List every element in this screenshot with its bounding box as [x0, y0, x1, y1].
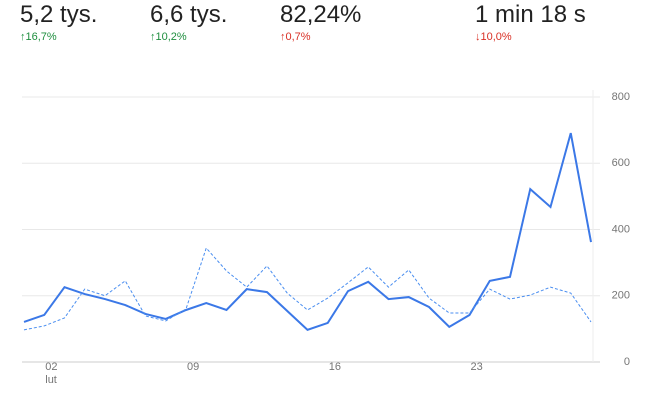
metric[interactable]: 6,6 tys. ↑10,2%: [150, 0, 227, 44]
series-line: [23, 247, 592, 331]
trend-arrow: ↑: [150, 31, 156, 43]
metric-change: ↑16,7%: [20, 30, 97, 44]
y-tick-label: 800: [612, 91, 630, 103]
y-tick-label: 400: [612, 223, 630, 235]
y-tick-label: 600: [612, 157, 630, 169]
metric[interactable]: 5,2 tys. ↑16,7%: [20, 0, 97, 44]
x-tick-label: 09: [187, 361, 199, 373]
metric-value: 6,6 tys.: [150, 1, 228, 28]
metric-value: 82,24%: [280, 1, 362, 28]
change-text: 0,7%: [285, 31, 311, 43]
metric-change: ↓10,0%: [475, 30, 586, 44]
trend-arrow: ↓: [475, 31, 481, 43]
x-month-label: lut: [45, 374, 57, 386]
y-tick-label: 0: [624, 356, 630, 368]
x-tick-label: 23: [471, 361, 483, 373]
metric-value: 1 min 18 s: [475, 1, 586, 28]
series-line: [23, 132, 592, 332]
change-text: 10,0%: [480, 31, 512, 43]
trend-arrow: ↑: [280, 31, 286, 43]
y-tick-label: 200: [612, 290, 630, 302]
metric[interactable]: 82,24% ↑0,7%: [280, 0, 361, 44]
trend-arrow: ↑: [20, 31, 26, 43]
metric[interactable]: 1 min 18 s ↓10,0%: [475, 0, 586, 44]
change-text: 16,7%: [25, 31, 57, 43]
x-tick-label: 02: [45, 361, 57, 373]
metric-change: ↑0,7%: [280, 30, 361, 44]
x-tick-label: 16: [329, 361, 341, 373]
metric-value: 5,2 tys.: [20, 1, 98, 28]
change-text: 10,2%: [155, 31, 187, 43]
metric-change: ↑10,2%: [150, 30, 227, 44]
